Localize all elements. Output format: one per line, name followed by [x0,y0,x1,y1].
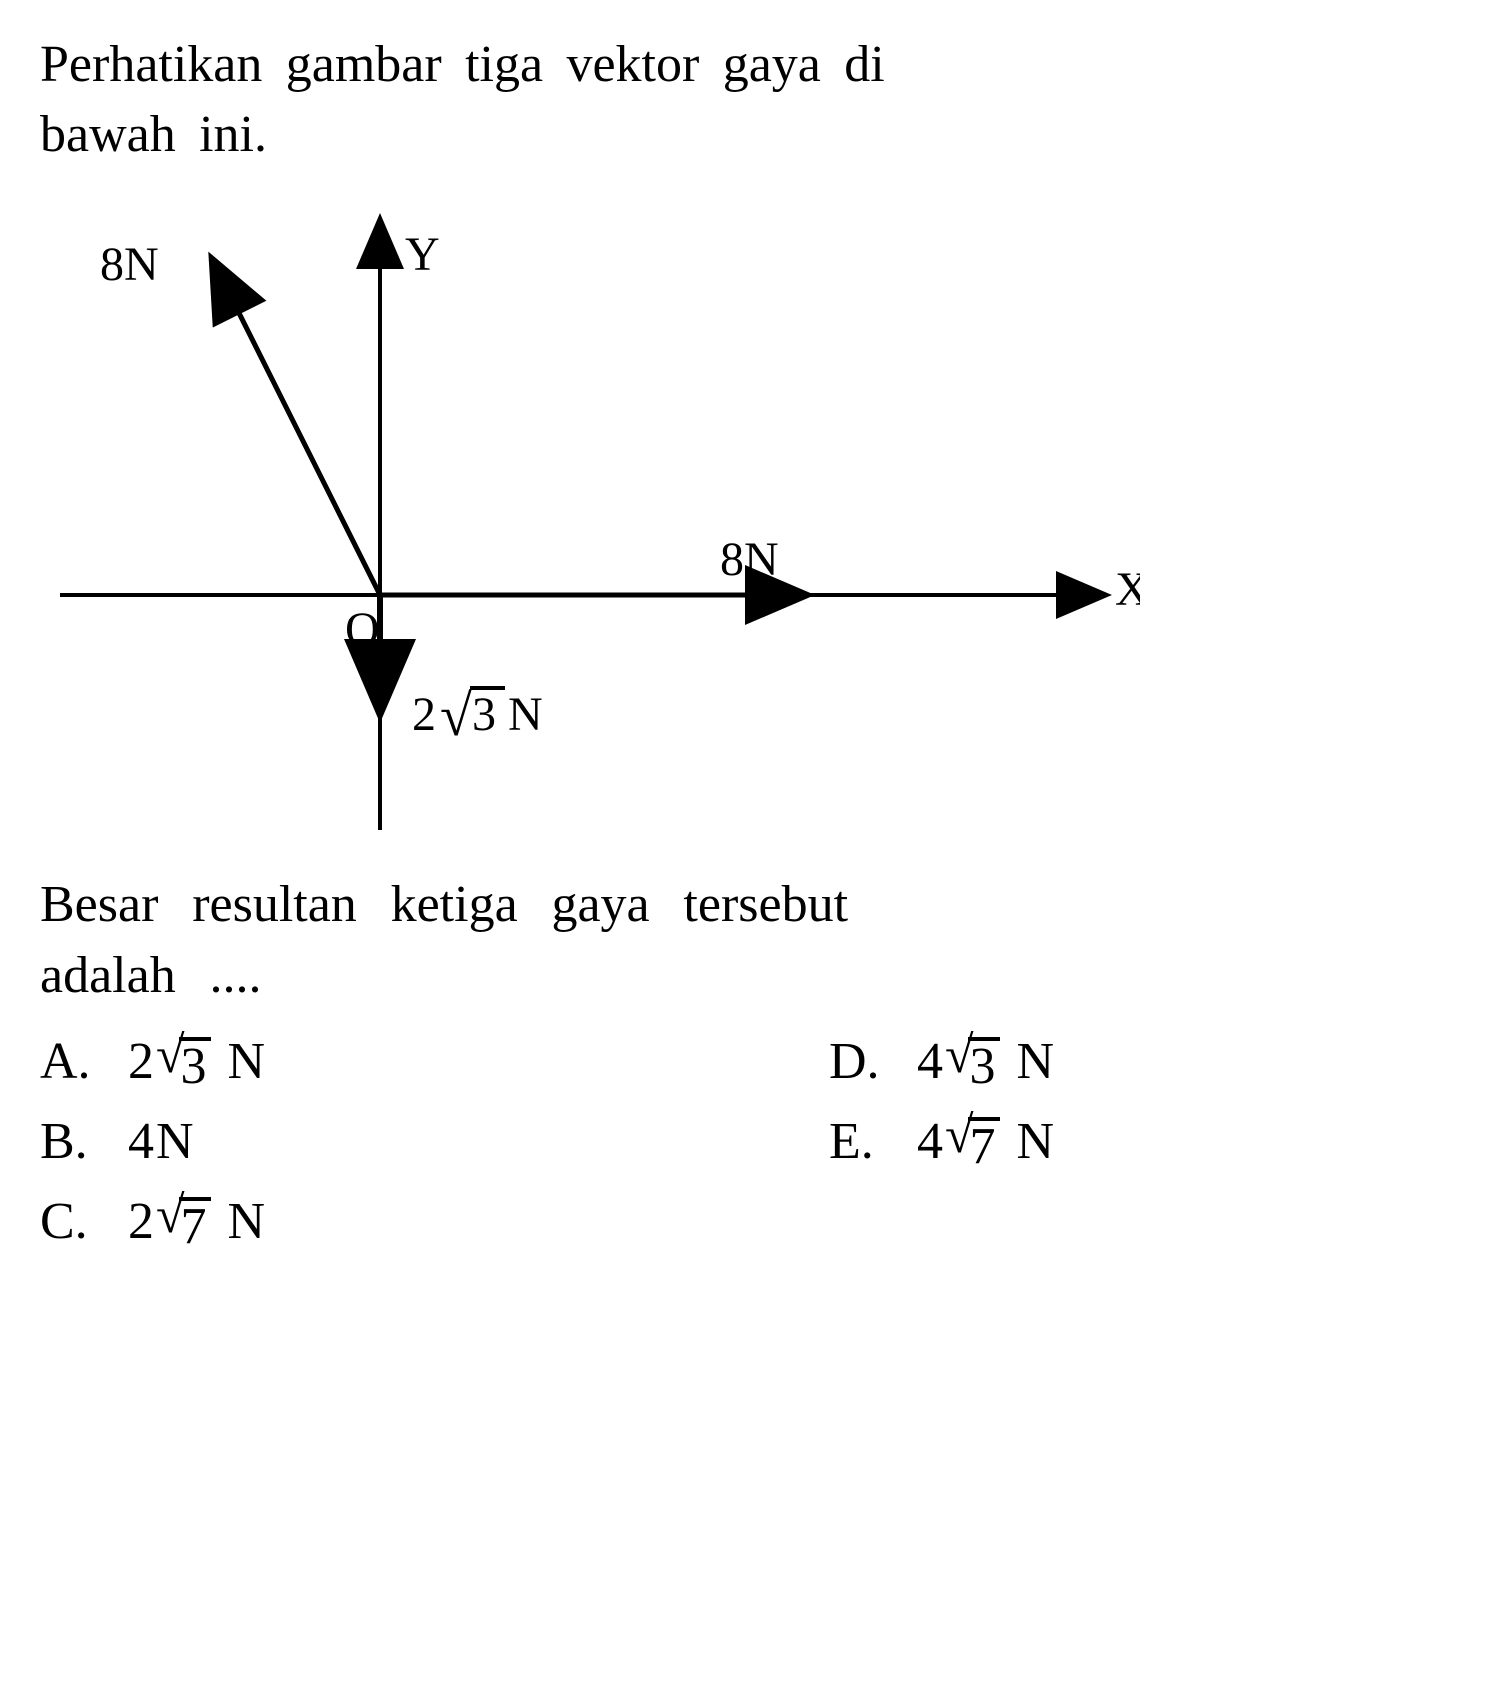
option-e-letter: E. [829,1112,889,1171]
answer-options: A. 2 √ 3 N D. 4 √ 3 N B. 4N E. [40,1031,1458,1253]
option-a-sqrt: √ 3 [156,1031,211,1093]
sqrt-icon: √ [945,1110,974,1162]
vector-f3-radical: 3 [472,688,496,741]
option-a-value: 2 √ 3 N [128,1031,265,1093]
y-axis-label: Y [405,228,440,281]
option-d-value: 4 √ 3 N [917,1031,1054,1093]
question-line2: bawah ini. [40,106,267,163]
option-a-letter: A. [40,1032,100,1091]
option-c-letter: C. [40,1192,100,1251]
sqrt-icon: √ [945,1030,974,1082]
option-d-unit: N [1017,1032,1055,1091]
question-text: Perhatikan gambar tiga vektor gaya di ba… [40,30,1458,170]
option-b-value: 4N [128,1112,194,1171]
option-e-sqrt: √ 7 [945,1111,1000,1173]
vector-f2-label: 8N [720,533,779,586]
vector-diagram: X Y O 8N 8N 2 √ 3 N [40,190,1458,840]
question-line1: Perhatikan gambar tiga vektor gaya di [40,36,885,93]
vector-f1-label: 8N [100,238,159,291]
answer-prompt: Besar resultan ketiga gaya tersebut adal… [40,870,1458,1010]
option-e-unit: N [1017,1112,1055,1171]
option-b-unit: N [156,1112,194,1171]
option-a: A. 2 √ 3 N [40,1031,669,1093]
option-c-unit: N [228,1192,266,1251]
option-b: B. 4N [40,1111,669,1173]
option-b-letter: B. [40,1112,100,1171]
option-a-coeff: 2 [128,1032,154,1091]
option-d-coeff: 4 [917,1032,943,1091]
option-d-sqrt: √ 3 [945,1031,1000,1093]
option-c: C. 2 √ 7 N [40,1191,669,1253]
vector-f3-unit: N [508,688,543,741]
option-c-value: 2 √ 7 N [128,1191,265,1253]
origin-label: O [345,603,380,656]
vector-f3-sqrt-sign: √ [440,683,472,748]
option-d: D. 4 √ 3 N [829,1031,1458,1093]
option-e-coeff: 4 [917,1112,943,1171]
option-e-value: 4 √ 7 N [917,1111,1054,1173]
option-b-coeff: 4 [128,1112,154,1171]
option-c-coeff: 2 [128,1192,154,1251]
option-d-letter: D. [829,1032,889,1091]
sqrt-icon: √ [156,1190,185,1242]
prompt-line1: Besar resultan ketiga gaya tersebut [40,876,848,933]
x-axis-label: X [1115,563,1140,616]
option-a-unit: N [228,1032,266,1091]
option-c-sqrt: √ 7 [156,1191,211,1253]
option-e: E. 4 √ 7 N [829,1111,1458,1173]
vector-f1 [215,265,380,595]
vector-f3-coeff: 2 [412,688,436,741]
sqrt-icon: √ [156,1030,185,1082]
prompt-line2: adalah .... [40,947,262,1004]
